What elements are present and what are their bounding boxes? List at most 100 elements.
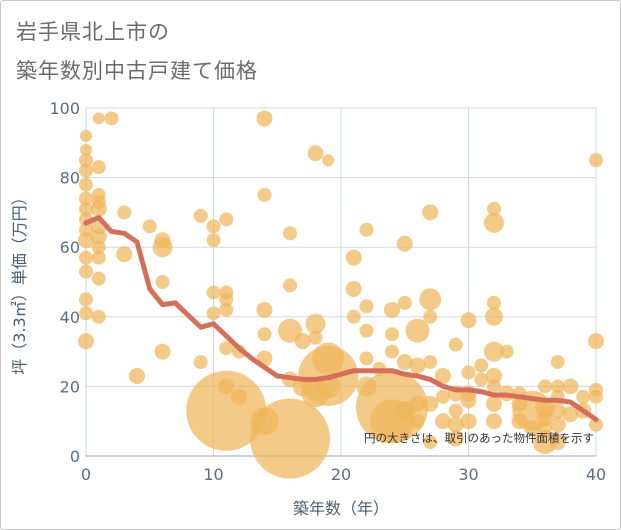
bubble-point-3 (79, 163, 93, 178)
bubble-point-40 (206, 306, 221, 321)
bubble-point-149 (589, 417, 603, 432)
bubble-point-130 (538, 379, 552, 394)
bubble-point-106 (447, 430, 464, 447)
x-tick-labels: 0 10 20 30 40 (81, 465, 606, 484)
bubble-point-123 (499, 344, 514, 359)
y-tick-label-4: 80 (60, 169, 80, 188)
bubble-point-19 (90, 200, 107, 217)
bubble-point-67 (322, 154, 335, 167)
bubble-point-148 (589, 389, 603, 404)
bubble-point-85 (396, 235, 413, 252)
bubble-layer (78, 110, 604, 479)
bubble-point-34 (154, 343, 171, 360)
bubble-point-53 (257, 327, 272, 342)
bubble-point-75 (359, 299, 374, 314)
bubble-point-120 (487, 379, 501, 394)
bubble-point-73 (346, 309, 361, 324)
bubble-point-23 (91, 250, 106, 265)
bubble-point-111 (460, 413, 477, 430)
bubble-point-24 (91, 271, 106, 286)
bubble-point-99 (435, 367, 451, 384)
bubble-point-105 (447, 416, 464, 433)
bubble-point-26 (104, 111, 119, 126)
bubble-point-71 (345, 249, 362, 266)
bubble-point-90 (409, 357, 426, 374)
bubble-point-98 (423, 435, 438, 450)
bubble-point-46 (186, 370, 267, 451)
bubble-point-0 (80, 129, 92, 142)
bubble-point-141 (562, 378, 579, 395)
bubble-point-95 (423, 309, 438, 324)
bubble-point-61 (294, 333, 311, 350)
bubble-point-63 (307, 145, 324, 162)
bubble-point-57 (283, 278, 297, 293)
bubble-point-76 (359, 323, 374, 338)
bubble-point-65 (308, 330, 323, 345)
bubble-point-112 (474, 358, 489, 373)
bubble-point-47 (218, 378, 235, 395)
bubble-point-41 (219, 212, 234, 227)
bubble-point-129 (524, 420, 541, 437)
y-tick-label-1: 20 (60, 377, 80, 396)
bubble-point-4 (79, 177, 93, 192)
bubble-point-96 (423, 355, 438, 370)
bubble-point-132 (537, 409, 553, 426)
bubble-point-86 (397, 295, 412, 310)
bubble-point-94 (419, 288, 442, 311)
bubble-point-91 (409, 395, 426, 412)
y-tick-label-3: 60 (60, 238, 80, 257)
x-axis-label: 築年数（年） (293, 499, 389, 518)
bubble-point-10 (79, 250, 93, 265)
bubble-point-51 (257, 188, 272, 202)
bubble-point-116 (487, 295, 501, 310)
bubble-point-33 (155, 275, 170, 289)
bubble-point-82 (385, 344, 399, 359)
bubble-point-22 (91, 240, 106, 255)
bubble-point-107 (460, 312, 477, 329)
bubble-point-52 (256, 301, 273, 318)
bubble-point-117 (485, 307, 503, 326)
bubble-point-35 (193, 208, 208, 223)
bubble-point-11 (79, 264, 93, 279)
bubble-point-15 (92, 112, 105, 125)
bubble-point-16 (91, 160, 106, 175)
bubble-point-9 (78, 232, 94, 249)
bubble-point-74 (359, 222, 374, 237)
bubble-point-92 (410, 414, 425, 429)
bubble-point-118 (484, 341, 504, 362)
bubble-point-2 (79, 153, 93, 168)
bubble-point-28 (116, 246, 133, 263)
bubble-point-29 (129, 367, 145, 384)
bubble-point-119 (486, 367, 502, 384)
bubble-point-81 (385, 327, 399, 342)
bubble-point-104 (448, 403, 463, 418)
bubble-point-89 (405, 318, 430, 343)
y-tick-label-2: 40 (60, 308, 80, 327)
chart-title-line2: 築年数別中古戸建て価格 (16, 59, 258, 83)
bubble-point-101 (435, 413, 451, 430)
bubble-point-113 (474, 372, 489, 387)
bubble-point-93 (422, 204, 439, 221)
bubble-point-138 (549, 402, 566, 419)
y-tick-labels: 0 20 40 60 80 100 (49, 99, 80, 466)
bubble-point-77 (359, 351, 374, 366)
bubble-point-80 (384, 301, 400, 318)
bubble-point-102 (448, 337, 463, 352)
y-axis-label: 坪（3.3㎡）単価（万円） (10, 189, 29, 374)
bubble-point-139 (549, 416, 566, 433)
x-tick-label-4: 40 (586, 465, 606, 484)
bubble-point-13 (79, 306, 93, 321)
bubble-point-121 (486, 395, 502, 412)
bubble-point-1 (80, 143, 92, 156)
bubble-point-45 (219, 341, 234, 356)
bubble-point-44 (219, 302, 234, 317)
bubble-point-143 (576, 389, 591, 404)
bubble-point-64 (305, 313, 326, 334)
bubble-point-50 (256, 110, 273, 127)
bubble-point-140 (549, 434, 566, 451)
bubble-point-136 (550, 379, 565, 394)
bubble-point-134 (533, 430, 557, 455)
bubble-point-145 (589, 153, 603, 168)
bubble-point-58 (278, 318, 302, 343)
bubble-point-14 (78, 333, 94, 350)
